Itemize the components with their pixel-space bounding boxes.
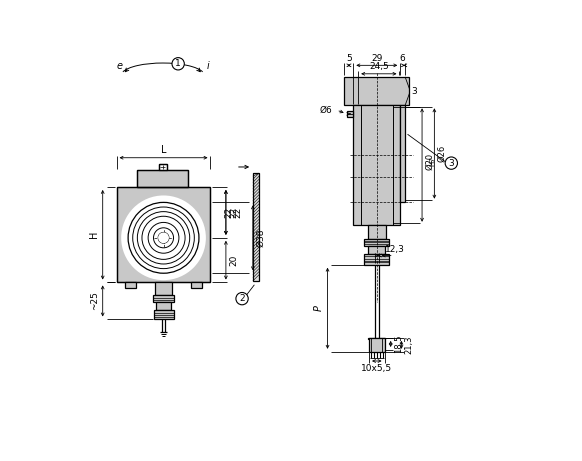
- Text: L: L: [161, 145, 166, 155]
- Text: Ø38: Ø38: [257, 229, 266, 247]
- Bar: [345, 77, 409, 106]
- Text: P: P: [314, 305, 324, 311]
- Text: 22: 22: [225, 207, 233, 218]
- Bar: [155, 283, 172, 295]
- Text: ~25: ~25: [90, 291, 99, 310]
- Text: 3: 3: [411, 87, 417, 95]
- Bar: [353, 106, 400, 225]
- Bar: [156, 302, 171, 310]
- Circle shape: [236, 292, 249, 305]
- Circle shape: [445, 157, 457, 169]
- Text: H7: H7: [429, 156, 435, 166]
- Bar: [400, 106, 405, 201]
- Bar: [191, 283, 202, 288]
- Bar: [116, 187, 211, 283]
- Bar: [154, 310, 173, 319]
- Text: Ø6: Ø6: [320, 106, 333, 115]
- Text: 24,5: 24,5: [369, 63, 389, 71]
- Text: 18,5: 18,5: [394, 335, 403, 353]
- Circle shape: [158, 232, 169, 243]
- Text: H: H: [89, 231, 99, 238]
- Text: 6: 6: [400, 54, 406, 63]
- Bar: [125, 283, 136, 288]
- Text: 10x5,5: 10x5,5: [361, 364, 392, 373]
- Circle shape: [172, 58, 184, 70]
- Bar: [137, 170, 188, 187]
- Text: 22: 22: [230, 207, 239, 218]
- Text: 22: 22: [233, 207, 243, 218]
- Bar: [368, 246, 385, 254]
- Text: i: i: [207, 61, 210, 71]
- Text: 29: 29: [371, 54, 382, 63]
- Text: 5: 5: [346, 54, 352, 63]
- Text: 21,3: 21,3: [404, 336, 414, 354]
- Text: e: e: [116, 61, 123, 71]
- Text: 2: 2: [239, 294, 245, 303]
- Text: Ø26: Ø26: [438, 145, 446, 162]
- Bar: [364, 254, 389, 265]
- Bar: [116, 187, 211, 283]
- Bar: [347, 111, 353, 117]
- Bar: [152, 295, 174, 302]
- Bar: [368, 338, 385, 339]
- Bar: [368, 225, 386, 239]
- Bar: [369, 338, 385, 352]
- Text: Ø20: Ø20: [425, 153, 434, 170]
- Text: 12,3: 12,3: [385, 245, 404, 254]
- Text: 3: 3: [449, 159, 454, 168]
- Circle shape: [121, 195, 206, 280]
- Text: 1: 1: [175, 59, 181, 68]
- Text: 20: 20: [230, 254, 239, 266]
- Bar: [364, 239, 389, 246]
- Bar: [137, 170, 188, 187]
- Bar: [253, 173, 259, 281]
- Bar: [159, 164, 166, 170]
